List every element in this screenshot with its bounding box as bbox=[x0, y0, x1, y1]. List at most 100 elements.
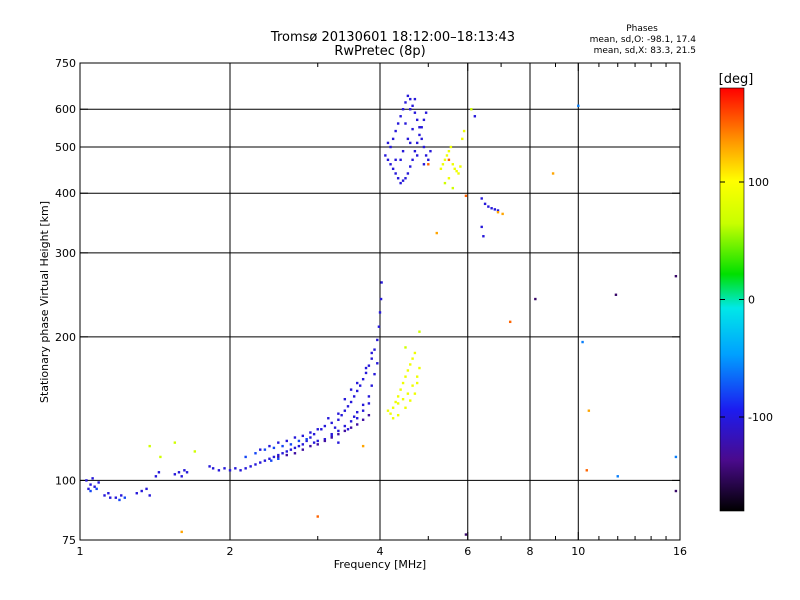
data-point bbox=[327, 417, 330, 420]
data-point bbox=[263, 448, 267, 451]
data-point bbox=[301, 448, 305, 451]
x-tick-label: 2 bbox=[227, 545, 234, 558]
data-point bbox=[409, 97, 412, 101]
x-tick-label: 16 bbox=[673, 545, 687, 558]
data-point bbox=[406, 137, 410, 141]
data-point bbox=[107, 492, 110, 495]
data-point bbox=[277, 457, 280, 460]
data-point bbox=[401, 397, 405, 401]
data-point bbox=[464, 194, 468, 198]
data-point bbox=[415, 141, 419, 145]
data-point bbox=[297, 439, 301, 443]
data-point bbox=[386, 141, 390, 145]
data-point bbox=[293, 452, 297, 455]
data-point bbox=[285, 453, 288, 457]
data-point bbox=[185, 471, 189, 474]
data-point bbox=[87, 487, 90, 491]
data-point bbox=[379, 297, 383, 301]
phases-o-stats: mean, sd,O: -98.1, 17.4 bbox=[590, 35, 697, 45]
data-point bbox=[263, 459, 267, 462]
data-point bbox=[384, 154, 387, 157]
data-point bbox=[254, 463, 257, 466]
data-point bbox=[470, 108, 473, 111]
data-point bbox=[154, 475, 158, 478]
data-point bbox=[277, 453, 280, 457]
data-point bbox=[413, 351, 417, 355]
data-point bbox=[435, 231, 438, 235]
data-point bbox=[281, 444, 284, 448]
data-point bbox=[367, 364, 371, 367]
data-point bbox=[244, 455, 247, 459]
data-point bbox=[285, 450, 288, 453]
data-point bbox=[361, 418, 365, 421]
phases-x-stats: mean, sd,X: 83.3, 21.5 bbox=[594, 46, 696, 56]
data-point bbox=[217, 469, 221, 472]
data-point bbox=[406, 369, 410, 372]
chart-title-line2: RwPretec (8p) bbox=[334, 44, 425, 59]
data-point bbox=[411, 357, 414, 360]
colorbar-unit-label: [deg] bbox=[719, 72, 754, 87]
data-point bbox=[358, 384, 362, 387]
data-point bbox=[401, 149, 405, 153]
data-point bbox=[404, 122, 407, 125]
data-point bbox=[480, 225, 483, 229]
data-points bbox=[85, 94, 678, 536]
data-point bbox=[173, 473, 177, 476]
data-point bbox=[352, 395, 356, 398]
data-point bbox=[89, 483, 92, 486]
data-point bbox=[301, 434, 305, 438]
data-point bbox=[409, 399, 412, 402]
data-point bbox=[211, 467, 215, 470]
data-point bbox=[349, 426, 353, 429]
colorbar-tick-label: 0 bbox=[748, 294, 755, 307]
data-point bbox=[123, 496, 126, 499]
y-tick-label: 100 bbox=[55, 474, 76, 487]
data-point bbox=[289, 448, 293, 451]
data-point bbox=[180, 475, 183, 478]
data-point bbox=[413, 97, 417, 101]
data-point bbox=[378, 311, 382, 314]
data-point bbox=[346, 405, 350, 408]
data-point bbox=[581, 340, 584, 344]
data-point bbox=[534, 297, 537, 301]
data-point bbox=[399, 115, 402, 118]
data-point bbox=[343, 397, 347, 401]
data-point bbox=[173, 441, 177, 444]
data-point bbox=[551, 172, 555, 175]
data-point bbox=[424, 111, 428, 114]
data-point bbox=[193, 450, 197, 453]
data-point bbox=[355, 423, 359, 426]
data-point bbox=[380, 281, 383, 284]
data-point bbox=[312, 441, 316, 444]
data-point bbox=[418, 366, 421, 370]
data-point bbox=[443, 158, 447, 162]
data-point bbox=[674, 455, 678, 459]
data-point bbox=[451, 186, 455, 190]
data-point bbox=[364, 371, 368, 375]
data-point bbox=[585, 469, 588, 472]
data-point bbox=[259, 448, 262, 451]
data-point bbox=[411, 158, 414, 162]
data-point bbox=[409, 165, 412, 168]
data-point bbox=[577, 104, 580, 108]
data-point bbox=[394, 129, 397, 133]
data-point bbox=[277, 441, 280, 444]
data-point bbox=[159, 455, 162, 459]
data-point bbox=[268, 457, 271, 460]
data-point bbox=[316, 515, 319, 518]
data-point bbox=[420, 137, 423, 141]
data-point bbox=[443, 181, 447, 185]
data-point bbox=[355, 410, 359, 414]
colorbar: [deg] 100 0 -100 bbox=[719, 72, 773, 512]
data-point bbox=[411, 127, 414, 131]
data-point bbox=[389, 163, 392, 166]
data-point bbox=[399, 158, 402, 162]
data-point bbox=[404, 101, 407, 104]
data-point bbox=[406, 172, 410, 175]
data-point bbox=[177, 471, 181, 474]
data-point bbox=[409, 141, 412, 145]
y-tick-label: 400 bbox=[55, 187, 76, 200]
data-point bbox=[323, 424, 327, 428]
data-point bbox=[323, 439, 327, 443]
data-point bbox=[439, 167, 443, 171]
